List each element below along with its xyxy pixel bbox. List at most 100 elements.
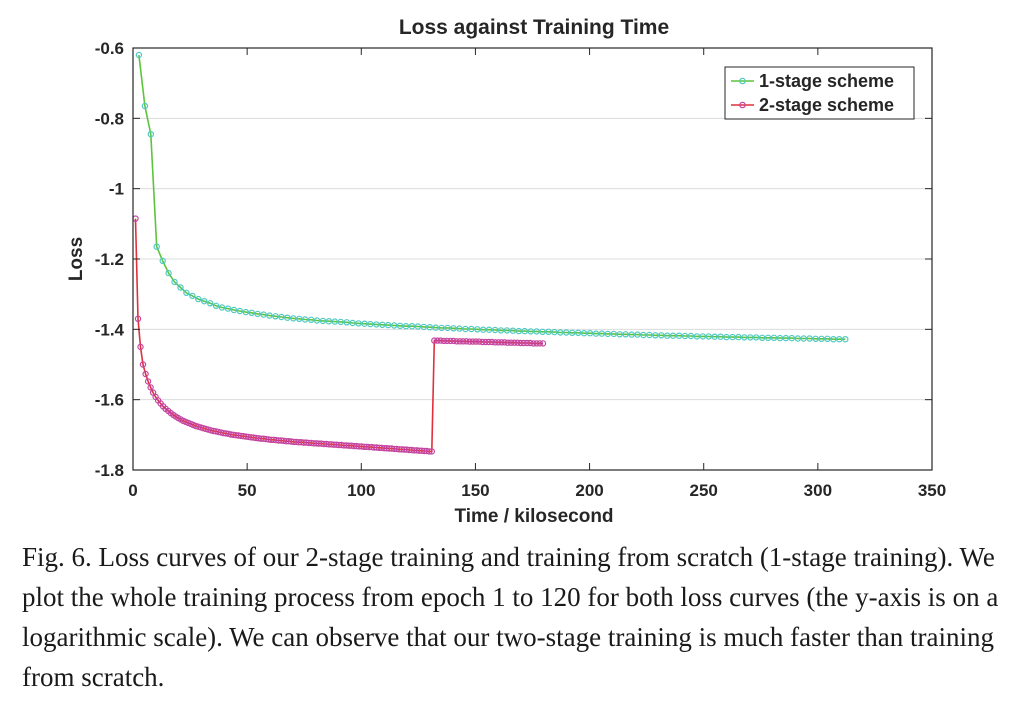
data-point (307, 316, 315, 323)
data-point (284, 314, 291, 321)
data-point (517, 339, 524, 347)
legend-label-1-stage: 1-stage scheme (759, 71, 894, 91)
data-point (367, 320, 374, 328)
data-point (272, 313, 279, 320)
data-point (551, 328, 558, 336)
data-point (482, 338, 489, 346)
data-point (343, 319, 350, 326)
data-point (523, 339, 531, 347)
data-point (563, 329, 570, 336)
data-point (456, 338, 464, 345)
y-tick-label: -1.2 (95, 250, 124, 269)
y-tick-label: -0.6 (95, 39, 124, 58)
data-point (301, 316, 309, 323)
data-point (652, 332, 659, 339)
data-point (527, 339, 534, 347)
data-point (260, 311, 267, 318)
series-1 (135, 51, 849, 343)
data-point (759, 334, 766, 341)
data-point (592, 330, 600, 337)
data-point (818, 335, 825, 342)
data-point (806, 335, 813, 342)
data-point (511, 339, 518, 346)
y-tick-label: -1.8 (95, 461, 124, 480)
data-point (444, 324, 451, 332)
data-point (450, 337, 457, 345)
data-point (533, 328, 540, 335)
data-point (373, 321, 380, 328)
data-point (812, 335, 819, 342)
y-axis-label: Loss (66, 237, 87, 281)
chart-title: Loss against Training Time (399, 16, 669, 39)
data-point (507, 339, 515, 346)
data-point (586, 330, 594, 337)
data-point (396, 322, 404, 329)
data-point (575, 329, 582, 336)
data-point (539, 340, 547, 347)
data-point (705, 333, 712, 340)
data-point (147, 384, 154, 391)
data-point (788, 334, 796, 342)
data-point (634, 331, 641, 338)
data-point (485, 338, 492, 346)
data-point (254, 310, 261, 318)
data-point (735, 333, 742, 341)
legend-label-2-stage: 2-stage scheme (759, 95, 894, 115)
legend-box (724, 66, 915, 120)
data-point (646, 331, 653, 339)
data-point (491, 326, 499, 334)
series-layer (132, 51, 849, 455)
data-point (658, 332, 665, 339)
data-point (747, 334, 754, 341)
axis-ticks: -0.6 -0.8 -1 -1.2 -1.4 -1.6 -1.80 50 100 150 200 25… (95, 39, 946, 500)
y-tick-label: -1.4 (95, 320, 125, 339)
data-point (440, 337, 448, 345)
legend-marker-1-stage (739, 77, 746, 85)
data-point (664, 332, 671, 339)
data-point (640, 331, 647, 339)
x-tick-label: 350 (918, 481, 946, 500)
data-point (741, 334, 748, 341)
data-point (503, 327, 511, 334)
x-axis-label: Time / kilosecond (454, 506, 613, 527)
data-point (189, 292, 196, 300)
data-point (782, 334, 790, 342)
data-point (824, 335, 831, 342)
data-point (426, 448, 433, 455)
data-point (580, 330, 588, 337)
data-point (290, 315, 297, 322)
data-point (753, 334, 760, 341)
data-point (177, 284, 184, 291)
data-point (491, 339, 499, 346)
data-point (466, 338, 473, 345)
data-point (183, 289, 190, 296)
data-point (557, 329, 564, 336)
data-point (153, 243, 160, 250)
data-point (475, 338, 483, 345)
data-point (147, 130, 154, 138)
x-tick-label: 250 (690, 481, 718, 500)
data-point (770, 334, 778, 341)
data-point (331, 318, 338, 325)
data-point (530, 340, 537, 347)
data-point (472, 338, 480, 345)
data-point (195, 295, 202, 303)
series-2 (132, 215, 547, 455)
data-point (687, 332, 695, 340)
data-point (488, 338, 496, 346)
data-point (134, 315, 142, 322)
x-tick-label: 100 (347, 481, 375, 500)
data-point (794, 335, 802, 342)
data-point (830, 336, 837, 343)
data-point (776, 334, 784, 342)
data-point (628, 331, 635, 338)
data-point (137, 343, 144, 351)
data-point (545, 328, 552, 335)
data-point (408, 323, 416, 330)
data-point (699, 333, 707, 340)
data-point (165, 269, 172, 277)
loss-chart: -0.6 -0.8 -1 -1.2 -1.4 -1.6 -1.80 50 100 150 200 25… (66, 16, 946, 527)
data-point (569, 329, 576, 336)
data-point (468, 325, 475, 333)
data-point (539, 328, 546, 335)
